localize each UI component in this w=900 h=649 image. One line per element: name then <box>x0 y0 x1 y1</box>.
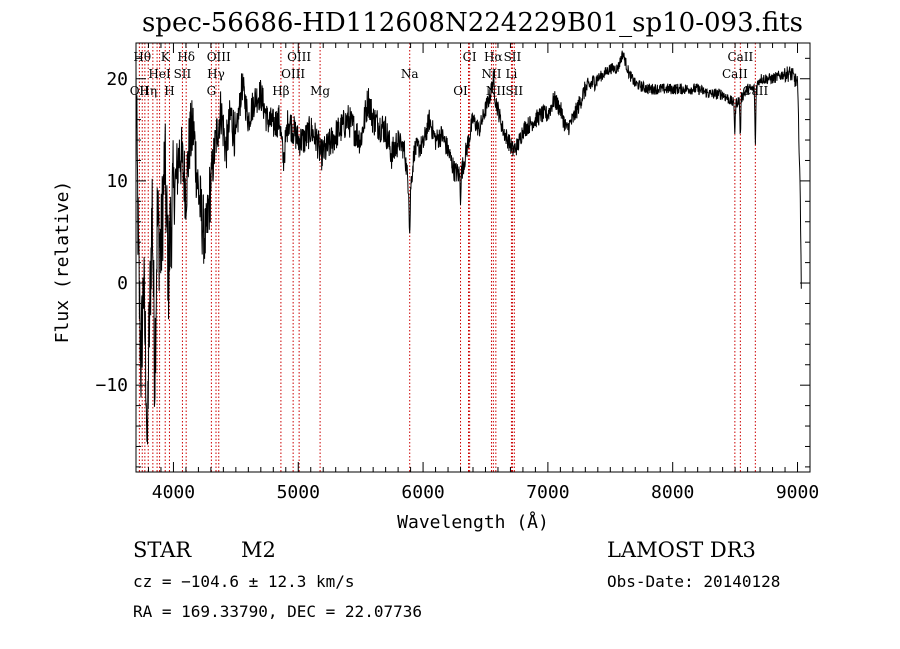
line-marker-label: OIII <box>281 67 305 81</box>
x-tick-label: 4000 <box>152 482 195 503</box>
y-tick-label: 20 <box>106 69 128 90</box>
line-marker-label: OII <box>130 84 150 98</box>
object-type: STAR <box>133 538 192 562</box>
line-marker-label: NII <box>481 67 501 81</box>
line-marker-label: G <box>207 84 217 98</box>
line-marker-label: Hβ <box>272 84 289 98</box>
line-marker-label: OIII <box>287 50 311 64</box>
line-marker-label: Na <box>401 67 419 81</box>
y-tick-label: −10 <box>95 375 128 396</box>
line-marker-label: Hη <box>139 84 157 98</box>
survey-name: LAMOST DR3 <box>607 538 756 562</box>
line-marker-label: OIII <box>207 50 231 64</box>
line-marker-label: OI <box>453 84 468 98</box>
plot-frame <box>135 42 811 473</box>
line-marker-label: CaII <box>727 50 753 64</box>
x-tick-label: 9000 <box>776 482 819 503</box>
observation-date: Obs-Date: 20140128 <box>607 572 781 591</box>
x-tick-label: 5000 <box>277 482 320 503</box>
object-class: M2 <box>241 538 276 562</box>
x-axis-label: Wavelength (Å) <box>397 511 549 533</box>
line-marker-label: CaII <box>722 67 748 81</box>
x-tick-label: 8000 <box>651 482 694 503</box>
marker-labels: OIIHθHηHeIKHSIIHδGHγOIIIHβOIIIOIIIMgNaOI… <box>130 50 769 98</box>
line-markers <box>138 43 756 472</box>
line-marker-label: H <box>164 84 174 98</box>
y-tick-label: 0 <box>117 273 128 294</box>
line-marker-label: NII <box>486 84 506 98</box>
line-marker-label: CI <box>463 50 477 64</box>
line-marker-label: Hα <box>484 50 503 64</box>
redshift-velocity: cz = −104.6 ± 12.3 km/s <box>133 572 355 591</box>
line-marker-label: SII <box>504 50 522 64</box>
line-marker-label: Hγ <box>207 67 225 81</box>
spectrum-line <box>135 50 802 445</box>
line-marker-label: Hδ <box>177 50 195 64</box>
axis-ticks: 4000 5000 6000 7000 8000 9000 −10 0 10 20 <box>95 43 819 503</box>
line-marker-label: Mg <box>310 84 330 98</box>
x-tick-label: 6000 <box>401 482 444 503</box>
line-marker-label: Li <box>506 67 518 81</box>
ra-dec-coordinates: RA = 169.33790, DEC = 22.07736 <box>133 602 422 621</box>
y-axis-label: Flux (relative) <box>52 181 73 344</box>
x-tick-label: 7000 <box>526 482 569 503</box>
y-tick-label: 10 <box>106 171 128 192</box>
line-marker-label: SII <box>174 67 192 81</box>
line-marker-label: CaII <box>742 84 768 98</box>
line-marker-label: K <box>161 50 171 64</box>
line-marker-label: Hθ <box>133 50 151 64</box>
line-marker-label: SII <box>505 84 523 98</box>
line-marker-label: HeI <box>148 67 171 81</box>
chart-title: spec-56686-HD112608N224229B01_sp10-093.f… <box>141 8 804 38</box>
